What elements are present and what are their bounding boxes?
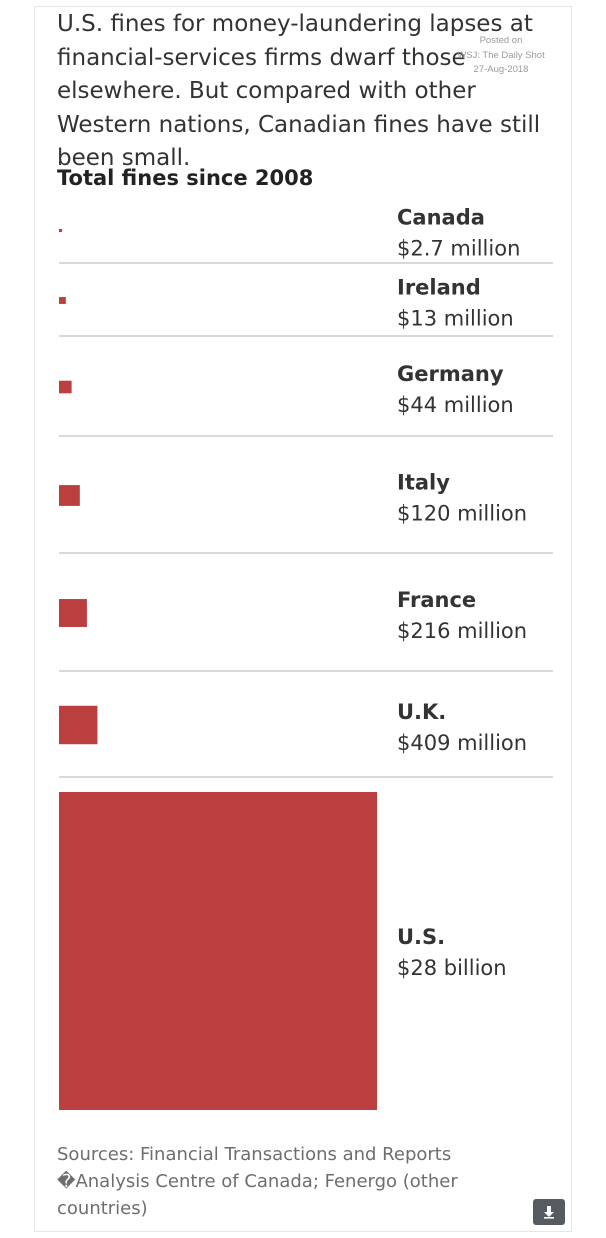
chart-title: Total fines since 2008	[57, 166, 314, 190]
fine-square-us	[59, 792, 377, 1110]
headline: U.S. fines for money-laundering lapses a…	[57, 11, 541, 171]
value-label: $2.7 million	[397, 237, 520, 261]
country-label: U.S.	[397, 925, 445, 949]
country-label: France	[397, 588, 476, 612]
value-label: $44 million	[397, 393, 514, 417]
sources-note: Sources: Financial Transactions and Repo…	[57, 1144, 458, 1219]
value-label: $216 million	[397, 619, 527, 643]
download-button[interactable]	[533, 1199, 565, 1225]
watermark-date: 27-Aug-2018	[473, 64, 529, 75]
value-label: $120 million	[397, 502, 527, 526]
fine-square-germany	[59, 380, 72, 394]
fine-square-uk	[59, 705, 98, 745]
fine-square-italy	[59, 485, 80, 506]
country-label: Italy	[397, 471, 450, 495]
country-label: Germany	[397, 362, 504, 386]
fine-square-france	[59, 599, 87, 627]
watermark: Posted on WSJ: The Daily Shot 27-Aug-201…	[446, 34, 556, 78]
fine-square-ireland	[59, 297, 66, 304]
value-label: $13 million	[397, 307, 514, 331]
fine-square-canada	[59, 228, 63, 233]
value-label: $409 million	[397, 731, 527, 755]
country-label: Ireland	[397, 276, 481, 300]
watermark-source: WSJ: The Daily Shot	[457, 49, 545, 61]
country-label: Canada	[397, 206, 485, 230]
country-label: U.K.	[397, 700, 446, 724]
download-arrow-icon	[544, 1206, 554, 1219]
value-label: $28 billion	[397, 956, 507, 980]
watermark-posted: Posted on	[479, 35, 523, 46]
